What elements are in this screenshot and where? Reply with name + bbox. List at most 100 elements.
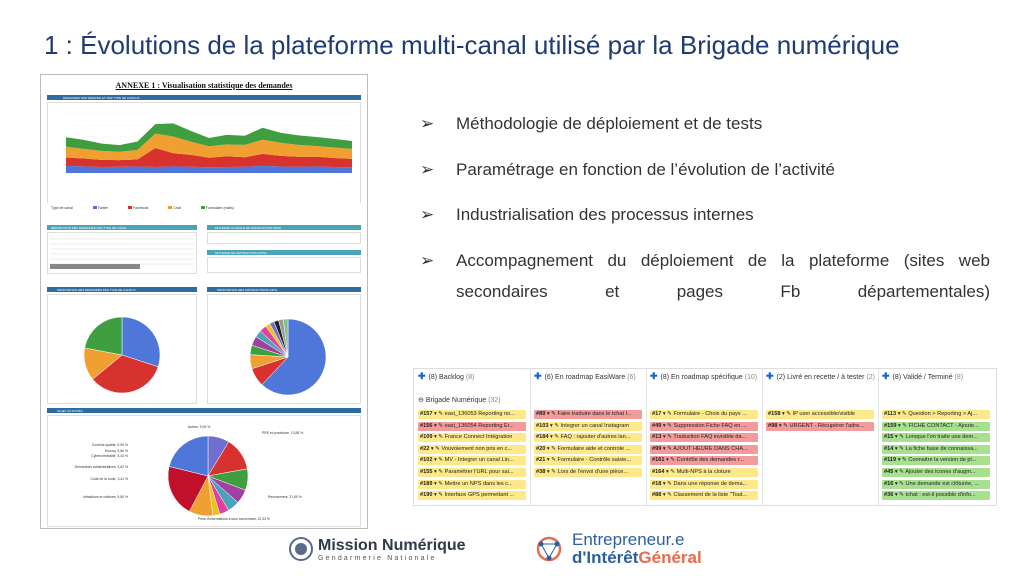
bullet-item: ➢ Accompagnement du déploiement de la pla… [420,245,990,307]
kanban-card[interactable]: #88 ▾ ✎ Classement de la liste "Tout... [650,491,758,501]
kanban-card[interactable]: #119 ▾ ✎ Connaitre la version de pl... [882,456,990,466]
legend-twitter: Twitter [92,206,108,210]
kanban-card[interactable]: #113 ▾ ✎ Question > Reporting > Aj... [882,410,990,419]
kanban-card[interactable]: #157 ▾ ✎ easi_136053 Reporting no... [418,410,526,419]
card-title: Formulaire - Choix du pays ... [673,411,747,417]
kanban-card[interactable]: #109 ▾ ✎ France Connect Intégration [418,433,526,443]
kanban-card[interactable]: #21 ▾ ✎ Formulaire - Contrôle saisie... [534,456,642,466]
kanban-card[interactable]: #98 ▾ ✎ URGENT - Récupérer l'adre... [766,421,874,431]
area-series-formulaire [66,123,352,152]
legend-chat: Chat [168,206,181,210]
card-id: #17 [652,411,662,417]
card-id: #36 [884,492,894,499]
area-series-facebook [66,147,352,168]
topic-label: PRE et procédure, 13,58 % [262,431,303,435]
kanban-card[interactable]: #22 ▾ ✎ Vouvoiement non pris en c... [418,444,526,454]
report-screenshot: ANNEXE 1 : Visualisation statistique des… [40,74,368,529]
legend-formulaire: Formulaire (mails) [200,206,234,210]
card-id: #184 [536,434,549,441]
kanban-card[interactable]: #161 ▾ ✎ Contrôle des demandes r... [650,456,758,466]
topic-label: Prise d'informations à tous concernant, … [198,517,270,521]
kanban-card[interactable]: #89 ▾ ✎ Faire traduire dans le tchat l..… [534,410,642,419]
pie-channel-box [47,294,197,404]
kanban-card[interactable]: #49 ▾ ✎ Suppression Fiche FAQ en ... [650,421,758,431]
card-title: Multi-NPS à la cloture [676,469,731,475]
kanban-card[interactable]: #103 ▾ ✎ Integrer un canal Instagram [534,421,642,431]
gendarmerie-emblem-icon [289,537,313,561]
kanban-card[interactable]: #17 ▾ ✎ Formulaire - Choix du pays ... [650,410,758,419]
card-id: #99 [652,445,662,452]
kanban-card[interactable]: #184 ▾ ✎ FAQ : rajouter d'autres lan... [534,433,642,443]
eig-logo: Entrepreneur.e d'IntérêtGénéral [530,530,702,568]
channel-slice [84,316,123,356]
kanban-card[interactable]: #18 ▾ ✎ Dans une réponse de dema... [650,479,758,489]
add-card-icon[interactable]: ✚ [418,371,426,381]
card-title: easi_136054 Reporting Er... [444,422,514,429]
card-title: Mettre un NPS dans les c... [444,480,513,487]
card-id: #13 [652,434,662,441]
kanban-card[interactable]: #15 ▾ ✎ Lorsque l'on traite une dem... [882,433,990,443]
column-divider [762,369,763,505]
card-title: Ajouter des icones d'augm... [905,469,976,475]
kanban-card[interactable]: #36 ▾ ✎ tchat : est-il possible d'info..… [882,491,990,501]
kanban-column-header[interactable]: ✚ (2) Livré en recette / à tester (2) [766,371,876,393]
card-id: #103 [536,422,549,429]
eig-network-icon [536,536,562,562]
section-bar: MOYENNE GLOBALE DE SATISFACTION (NPS) [207,225,361,230]
kanban-card[interactable]: #45 ▾ ✎ Ajouter des icones d'augm... [882,468,990,477]
kanban-card[interactable]: #102 ▾ ✎ MV - Integrer un canal Lin... [418,456,526,466]
column-title: (8) En roadmap spécifique [660,374,743,381]
card-title: FAQ : rajouter d'autres lan... [560,434,631,441]
kanban-card[interactable]: #155 ▾ ✎ Paramétrer l'URL pour sai... [418,468,526,477]
kanban-card[interactable]: #20 ▾ ✎ Formulaire aide et controle ... [534,444,642,454]
kanban-column-header[interactable]: ✚ (8) Backlog (8) [418,371,528,393]
card-title: FICHE CONTACT - Ajoute... [908,422,979,429]
add-card-icon[interactable]: ✚ [650,371,658,381]
topic-label: Contrôle qualité, 9,05 % [92,443,128,447]
kanban-column-header[interactable]: ✚ (8) En roadmap spécifique (10) [650,371,760,393]
card-id: #164 [652,469,665,475]
card-id: #21 [536,457,546,464]
arrow-bullet-icon: ➢ [420,160,435,179]
add-card-icon[interactable]: ✚ [882,371,890,381]
nps-slice [282,318,289,358]
kanban-card[interactable]: #158 ▾ ✎ IP user accessible/visible [766,410,874,419]
card-id: #189 [420,480,433,487]
kanban-column-header[interactable]: ✚ (8) Validé / Terminé (8) [882,371,992,393]
kanban-card[interactable]: #99 ▾ ✎ AJOUT HEURE DANS CHA... [650,444,758,454]
add-card-icon[interactable]: ✚ [766,371,774,381]
kanban-card[interactable]: #14 ▾ ✎ La fiche base de connaissa... [882,444,990,454]
add-card-icon[interactable]: ✚ [534,371,542,381]
kanban-card[interactable]: #164 ▾ ✎ Multi-NPS à la cloture [650,468,758,477]
topic-label: Escroq, 5,66 % [105,449,128,453]
kanban-card[interactable]: #38 ▾ ✎ Lors de l'envoi d'une pièce... [534,468,642,477]
kanban-card[interactable]: #13 ▾ ✎ Traduction FAQ invisible da... [650,433,758,443]
pie-topics-box: Autres, 9,05 % PRE et procédure, 13,58 % C… [47,415,361,527]
mission-numerique-logo: Mission Numérique Gendarmerie Nationale [288,536,466,562]
card-title: Lorsque l'on traite une dem... [905,434,978,441]
card-id: #98 [768,422,778,429]
column-title: (2) Livré en recette / à tester [776,374,865,381]
kanban-card[interactable]: #159 ▾ ✎ FICHE CONTACT - Ajoute... [882,421,990,431]
kanban-card[interactable]: #16 ▾ ✎ Une demande est clôturée, ... [882,479,990,489]
kanban-column-header[interactable]: ✚ (6) En roadmap EasiWare (6) [534,371,644,393]
card-title: Faire traduire dans le tchat l... [557,411,632,417]
channel-slice [92,354,159,394]
kanban-card[interactable]: #189 ▾ ✎ Mettre un NPS dans les c... [418,479,526,489]
card-id: #18 [652,480,662,487]
swimlane-header[interactable]: ⊖ Brigade Numérique (32) [418,397,501,404]
section-bar: MOYENNE DE SATISFACTION (NPS) [207,250,361,255]
kanban-card[interactable]: #190 ▾ ✎ Interface GPS permettant ... [418,491,526,501]
card-title: Paramétrer l'URL pour sai... [444,469,514,475]
topic-label: Infractions et victimes, 9,80 % [83,495,128,499]
card-id: #102 [420,457,433,464]
column-divider [646,369,647,505]
kanban-card[interactable]: #156 ▾ ✎ easi_136054 Reporting Er... [418,421,526,431]
section-bar: PROPORTION DES SATISFACTIONS (NPS) [207,287,361,292]
card-id: #161 [652,457,665,464]
card-title: easi_136053 Reporting no... [444,411,515,417]
topic-slice [167,466,209,512]
area-series-chat [66,133,352,161]
column-title: (8) Backlog [428,374,464,381]
nps-box [207,257,361,273]
